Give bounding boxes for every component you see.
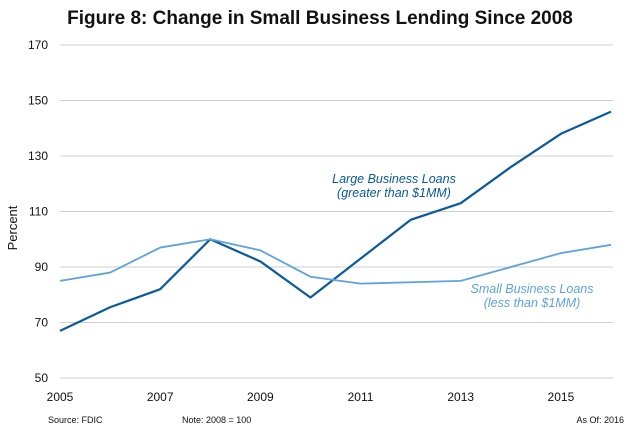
y-tick-label: 130 — [28, 149, 48, 163]
chart-title: Figure 8: Change in Small Business Lendi… — [67, 8, 573, 29]
y-axis-label: Percent — [5, 205, 20, 250]
y-tick-label: 90 — [35, 260, 49, 274]
small-business-loans-line — [59, 238, 612, 285]
large-business-loans-line — [59, 110, 612, 332]
x-tick-label: 2013 — [447, 390, 474, 404]
x-tick-label: 2015 — [548, 390, 575, 404]
small-loans-label-line1: Small Business Loans — [471, 282, 594, 296]
large-loans-label-line2: (greater than $1MM) — [337, 186, 451, 200]
x-tick-label: 2011 — [348, 390, 374, 404]
large-loans-label-line1: Large Business Loans — [332, 172, 456, 186]
x-tick-label: 2005 — [47, 390, 74, 404]
base-year-note: Note: 2008 = 100 — [182, 415, 251, 425]
x-tick-label: 2009 — [247, 390, 274, 404]
y-tick-label: 170 — [28, 38, 48, 52]
small-loans-label-line2: (less than $1MM) — [484, 296, 581, 310]
x-tick-label: 2007 — [147, 390, 174, 404]
y-tick-label: 70 — [35, 316, 49, 330]
source-note: Source: FDIC — [48, 415, 103, 425]
as-of-note: As Of: 2016 — [576, 415, 624, 425]
y-tick-label: 110 — [29, 205, 48, 219]
y-tick-label: 50 — [35, 371, 49, 385]
y-tick-label: 150 — [28, 94, 48, 108]
